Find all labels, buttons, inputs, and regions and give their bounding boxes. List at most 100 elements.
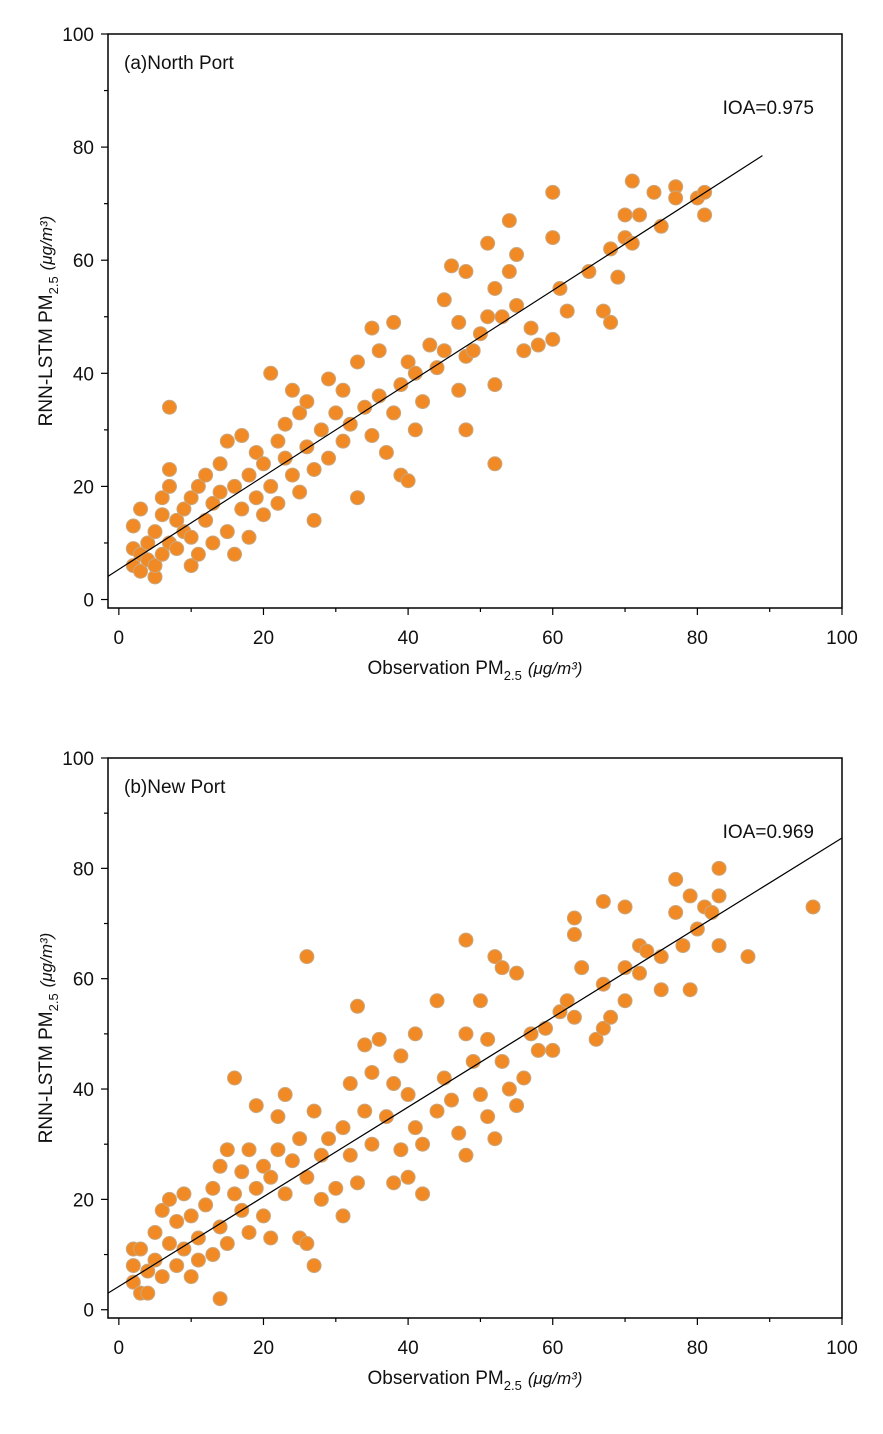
panel-title: (b)New Port [124,777,226,798]
point [487,949,503,965]
ylabel: RNN-LSTM PM [36,1011,57,1143]
point [299,949,315,965]
point [335,1120,351,1136]
point [342,416,358,432]
point [270,1109,286,1125]
point [494,1053,510,1069]
point [176,501,192,517]
point [306,1258,322,1274]
point [682,888,698,904]
point [299,394,315,410]
point [161,399,177,415]
point [140,535,156,551]
y-tick-label: 60 [73,251,94,272]
point [161,478,177,494]
point [277,416,293,432]
point [595,893,611,909]
point [212,484,228,500]
x-tick-label: 100 [826,1338,858,1359]
point [480,1109,496,1125]
point [198,467,214,483]
point [205,1247,221,1263]
point [566,927,582,943]
point [632,207,648,223]
point [400,1087,416,1103]
point [342,1147,358,1163]
point [487,377,503,393]
point [711,860,727,876]
point [227,546,243,562]
point [284,467,300,483]
point [219,1236,235,1252]
point [545,230,561,246]
point [349,1175,365,1191]
point [183,1208,199,1224]
point [393,1142,409,1158]
point [378,1109,394,1125]
point [234,501,250,517]
y-tick-label: 0 [83,1301,94,1322]
point [624,173,640,189]
y-tick-label: 100 [62,749,94,770]
point [190,478,206,494]
point [198,1197,214,1213]
point [523,1026,539,1042]
point [653,982,669,998]
point [241,467,257,483]
point [219,1142,235,1158]
point [552,280,568,296]
ylabel: RNN-LSTM PM [36,294,57,426]
point [263,478,279,494]
point [675,938,691,954]
point [407,1026,423,1042]
point [668,904,684,920]
fit-line [107,837,843,1294]
point [313,1147,329,1163]
point [227,1070,243,1086]
point [407,1120,423,1136]
point [328,1180,344,1196]
point [284,1153,300,1169]
point [154,507,170,523]
point [234,1164,250,1180]
x-tick-label: 40 [398,628,419,649]
point [697,207,713,223]
point [335,433,351,449]
point [480,1031,496,1047]
point [386,1076,402,1092]
point [603,1009,619,1025]
point [509,1098,525,1114]
point [255,1158,271,1174]
y-tick-label: 60 [73,970,94,991]
point [342,1076,358,1092]
xlabel-label: Observation PM2.5 (μg/m³) [368,1368,583,1393]
x-tick-label: 80 [687,628,708,649]
point [169,512,185,528]
point [241,1142,257,1158]
point [371,388,387,404]
point [248,1098,264,1114]
point [169,541,185,557]
point [386,405,402,421]
y-tick-label: 100 [62,25,94,46]
point [740,949,756,965]
point [480,235,496,251]
point [538,1020,554,1036]
point [458,422,474,438]
ylabel-label: RNN-LSTM PM2.5 (μg/m³) [36,216,61,427]
point [559,303,575,319]
point [371,343,387,359]
point [668,871,684,887]
point [154,546,170,562]
point [407,422,423,438]
point [292,405,308,421]
point [465,343,481,359]
point [400,1169,416,1185]
point [668,190,684,206]
panel: 0 20 40 60 80 100 0 20 40 60 80 100 (b)New Port IOA=0… [36,749,858,1393]
xlabel: Observation PM [368,1368,504,1389]
point [241,529,257,545]
point [617,899,633,915]
xlabel-unit: (μg/m³) [528,659,583,678]
point [364,1136,380,1152]
